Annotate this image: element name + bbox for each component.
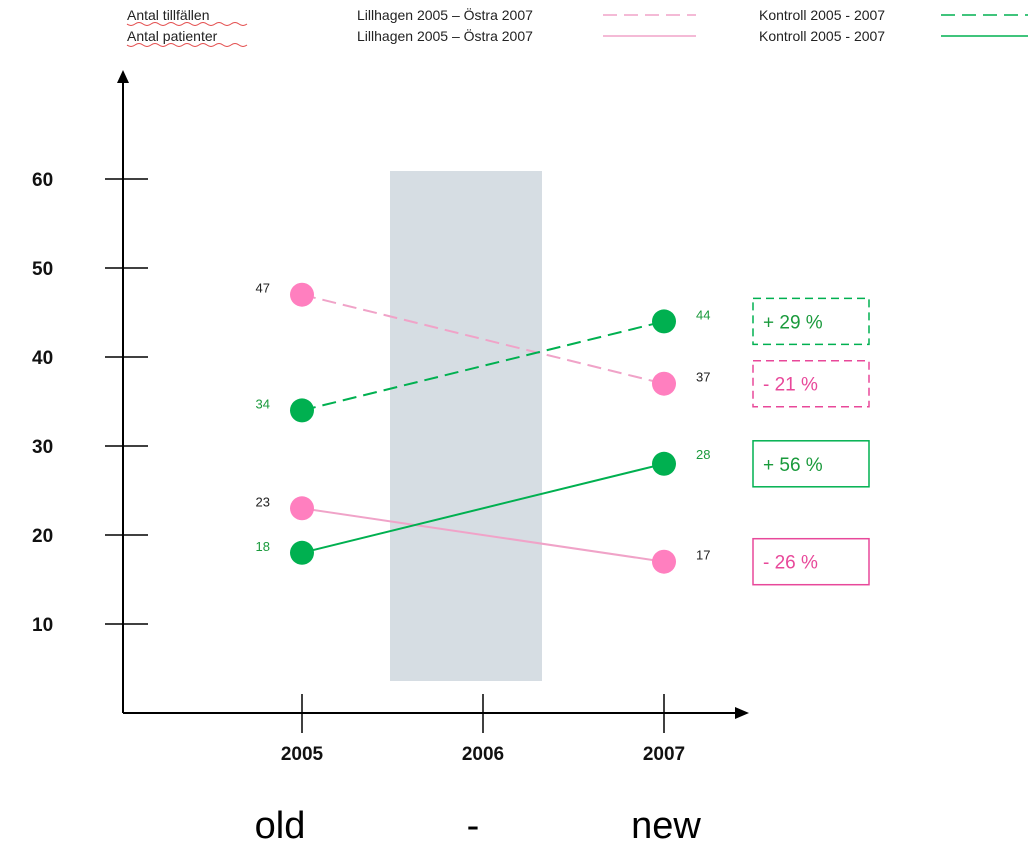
axes: 10 20 30 40 50 60 2005 2006 2007: [32, 70, 749, 765]
data-point: [290, 540, 314, 565]
highlight-band-2006: [390, 171, 542, 681]
x-axis-arrow: [735, 707, 749, 719]
legend-series-a-label: Lillhagen 2005 – Östra 2007: [357, 27, 533, 44]
x-tick-label: 2007: [643, 744, 685, 765]
y-tick-label: 50: [32, 259, 53, 280]
data-point: [652, 309, 676, 334]
y-tick-label: 20: [32, 526, 53, 547]
data-label: 23: [256, 494, 270, 509]
change-boxes: - 21 % + 29 % - 26 % + 56 %: [752, 297, 870, 586]
data-point: [290, 282, 314, 307]
data-point: [290, 496, 314, 521]
legend: Antal tillfällen Lillhagen 2005 – Östra 2…: [126, 6, 1028, 47]
series-layer: 47 37 34 44 23 17 18 28: [256, 281, 710, 574]
y-tick-label: 30: [32, 437, 53, 458]
data-point: [290, 398, 314, 423]
spellcheck-underline: [126, 22, 248, 26]
caption-dash: -: [467, 805, 480, 847]
caption-old: old: [255, 805, 306, 847]
caption-new: new: [631, 805, 701, 847]
spellcheck-underline: [126, 43, 248, 47]
data-label: 17: [696, 548, 710, 563]
y-tick-label: 10: [32, 615, 53, 636]
legend-metric-label: Antal tillfällen: [127, 7, 210, 23]
series-line: [301, 462, 665, 554]
change-label: - 21 %: [763, 375, 818, 396]
legend-series-b-label: Kontroll 2005 - 2007: [759, 28, 885, 44]
legend-series-a-label: Lillhagen 2005 – Östra 2007: [357, 6, 533, 23]
y-tick-label: 40: [32, 348, 53, 369]
change-label: + 56 %: [763, 455, 823, 476]
change-box: [752, 440, 870, 488]
data-label: 28: [696, 447, 710, 462]
change-box: [752, 537, 870, 586]
highlight-band-layer: [390, 171, 542, 681]
change-label: + 29 %: [763, 312, 823, 333]
data-point: [652, 371, 676, 396]
y-axis-arrow: [117, 70, 129, 83]
series-line: [301, 507, 665, 563]
caption: old - new: [255, 805, 702, 847]
change-box: [752, 359, 870, 408]
x-tick-label: 2006: [462, 744, 504, 765]
data-point: [652, 451, 676, 476]
x-tick-label: 2005: [281, 744, 324, 765]
change-label: - 26 %: [763, 553, 818, 574]
data-label: 34: [256, 396, 270, 411]
data-point: [652, 549, 676, 574]
data-label: 47: [256, 281, 270, 296]
y-tick-label: 60: [32, 170, 53, 191]
data-label: 18: [256, 539, 270, 554]
legend-metric-label: Antal patienter: [127, 28, 218, 44]
legend-series-b-label: Kontroll 2005 - 2007: [759, 7, 885, 23]
data-label: 37: [696, 370, 710, 385]
data-label: 44: [696, 307, 710, 322]
change-box: [752, 297, 870, 346]
